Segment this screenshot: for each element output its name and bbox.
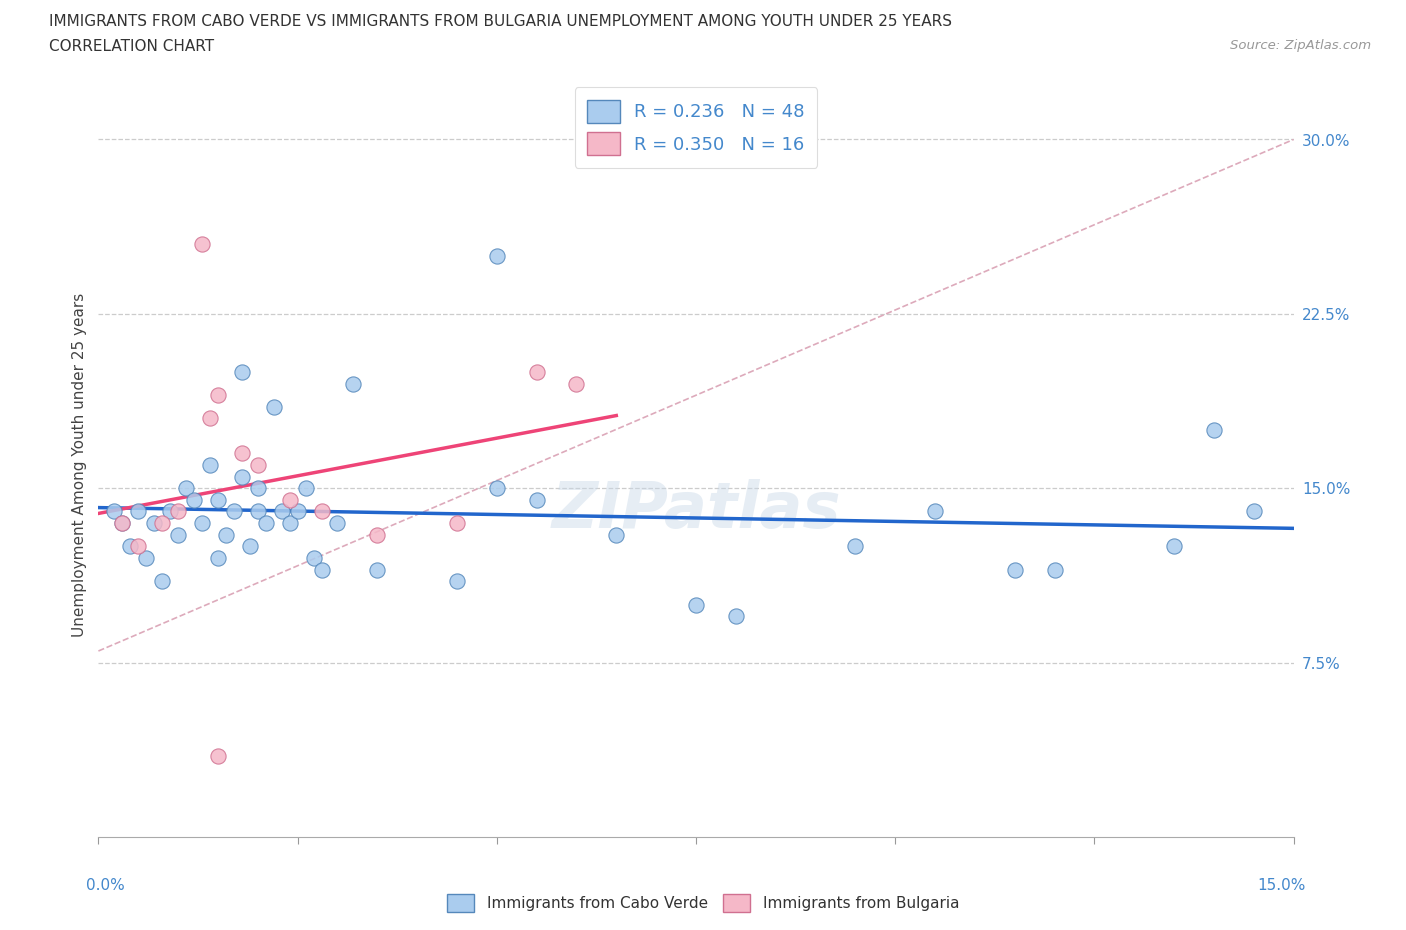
Point [191, 237, 214, 252]
Legend: Immigrants from Cabo Verde, Immigrants from Bulgaria: Immigrants from Cabo Verde, Immigrants f… [440, 888, 966, 918]
Point [302, 551, 325, 565]
Text: IMMIGRANTS FROM CABO VERDE VS IMMIGRANTS FROM BULGARIA UNEMPLOYMENT AMONG YOUTH : IMMIGRANTS FROM CABO VERDE VS IMMIGRANTS… [49, 14, 952, 29]
Point [526, 365, 548, 379]
Point [111, 515, 134, 530]
Point [222, 504, 245, 519]
Point [215, 527, 238, 542]
Point [103, 504, 125, 519]
Text: 15.0%: 15.0% [1257, 878, 1306, 893]
Point [342, 377, 364, 392]
Point [207, 551, 229, 565]
Point [120, 539, 142, 554]
Point [231, 469, 253, 484]
Point [198, 411, 221, 426]
Point [127, 539, 149, 554]
Point [446, 574, 468, 589]
Text: Source: ZipAtlas.com: Source: ZipAtlas.com [1230, 39, 1371, 52]
Point [605, 527, 627, 542]
Point [150, 574, 173, 589]
Point [1202, 422, 1225, 438]
Point [278, 493, 301, 508]
Point [485, 248, 508, 263]
Point [924, 504, 946, 519]
Point [1043, 562, 1066, 577]
Y-axis label: Unemployment Among Youth under 25 years: Unemployment Among Youth under 25 years [72, 293, 87, 637]
Text: 0.0%: 0.0% [87, 878, 125, 893]
Point [446, 515, 468, 530]
Point [366, 527, 388, 542]
Point [135, 551, 157, 565]
Point [263, 400, 285, 415]
Point [198, 458, 221, 472]
Text: CORRELATION CHART: CORRELATION CHART [49, 39, 214, 54]
Point [127, 504, 149, 519]
Point [366, 562, 388, 577]
Point [1163, 539, 1185, 554]
Point [246, 458, 269, 472]
Point [526, 493, 548, 508]
Point [254, 515, 277, 530]
Point [685, 597, 707, 612]
Point [150, 515, 173, 530]
Point [183, 493, 205, 508]
Point [1004, 562, 1026, 577]
Legend: R = 0.236   N = 48, R = 0.350   N = 16: R = 0.236 N = 48, R = 0.350 N = 16 [575, 87, 817, 167]
Point [246, 504, 269, 519]
Point [287, 504, 309, 519]
Point [246, 481, 269, 496]
Point [311, 562, 333, 577]
Text: ZIPatlas: ZIPatlas [551, 479, 841, 540]
Point [1243, 504, 1265, 519]
Point [207, 388, 229, 403]
Point [294, 481, 316, 496]
Point [565, 377, 588, 392]
Point [159, 504, 181, 519]
Point [231, 365, 253, 379]
Point [239, 539, 262, 554]
Point [207, 493, 229, 508]
Point [311, 504, 333, 519]
Point [174, 481, 197, 496]
Point [844, 539, 866, 554]
Point [724, 609, 747, 624]
Point [111, 515, 134, 530]
Point [167, 504, 190, 519]
Point [231, 446, 253, 461]
Point [207, 748, 229, 763]
Point [326, 515, 349, 530]
Point [270, 504, 292, 519]
Point [191, 515, 214, 530]
Point [485, 481, 508, 496]
Point [167, 527, 190, 542]
Point [143, 515, 166, 530]
Point [278, 515, 301, 530]
